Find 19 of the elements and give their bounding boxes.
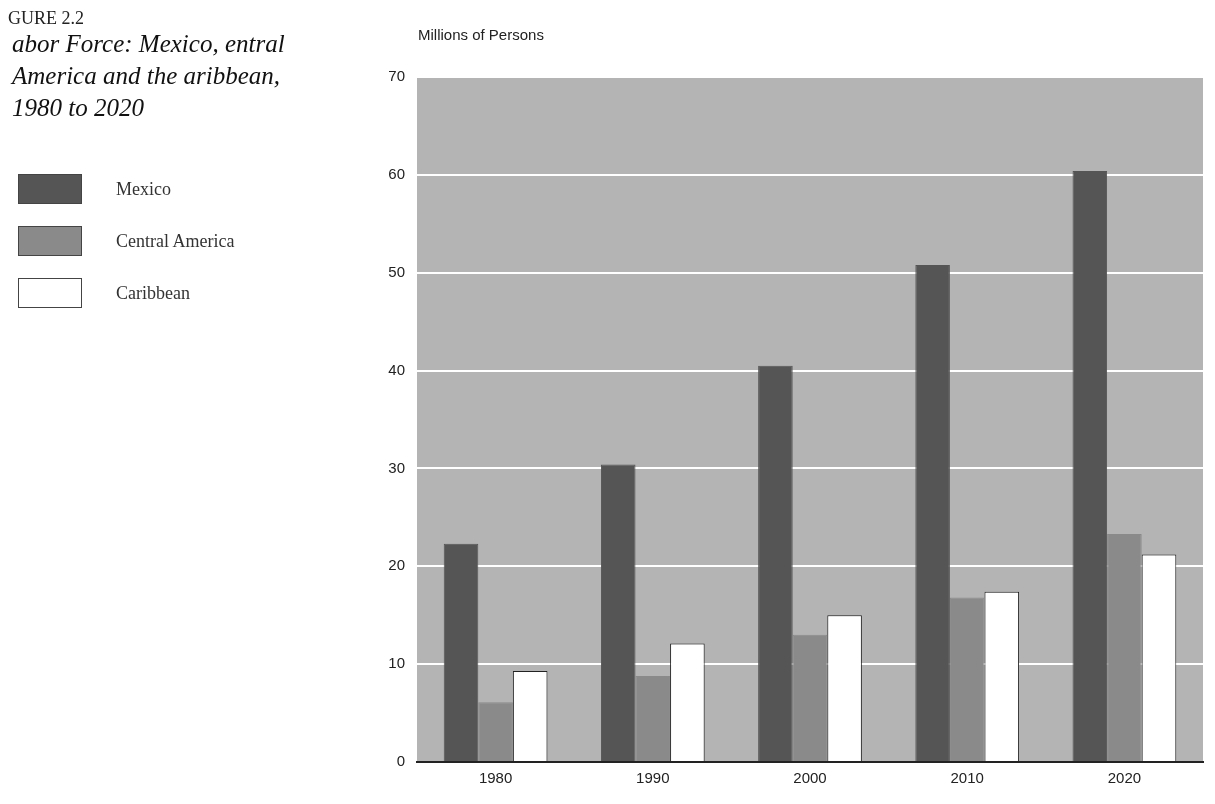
y-tick-label: 60 bbox=[388, 165, 405, 182]
y-tick-label: 20 bbox=[388, 556, 405, 574]
x-tick-label: 2000 bbox=[793, 769, 827, 787]
y-tick-label: 10 bbox=[388, 654, 405, 672]
text: abor Force: Mexico, entral America and the aribbean, 1980 to 2020 bbox=[9, 29, 286, 123]
text: GURE 2.2 bbox=[8, 8, 85, 28]
y-tick-label: 0 bbox=[396, 752, 405, 770]
y-tick-label: 70 bbox=[388, 67, 405, 85]
legend-label: Caribbean bbox=[116, 282, 190, 304]
y-tick-label: 40 bbox=[388, 360, 405, 378]
y-tick-label: 30 bbox=[388, 458, 405, 476]
y-axis-title: Millions of Persons bbox=[418, 26, 544, 43]
x-tick-label: 1990 bbox=[636, 769, 670, 787]
y-tick-label: 50 bbox=[388, 262, 405, 280]
x-tick-label: 2020 bbox=[1107, 769, 1142, 787]
x-tick-label: 2010 bbox=[950, 769, 984, 787]
x-tick-label: 1980 bbox=[478, 769, 513, 787]
legend-label: Central America bbox=[116, 230, 235, 252]
legend-label: Mexico bbox=[116, 178, 171, 200]
